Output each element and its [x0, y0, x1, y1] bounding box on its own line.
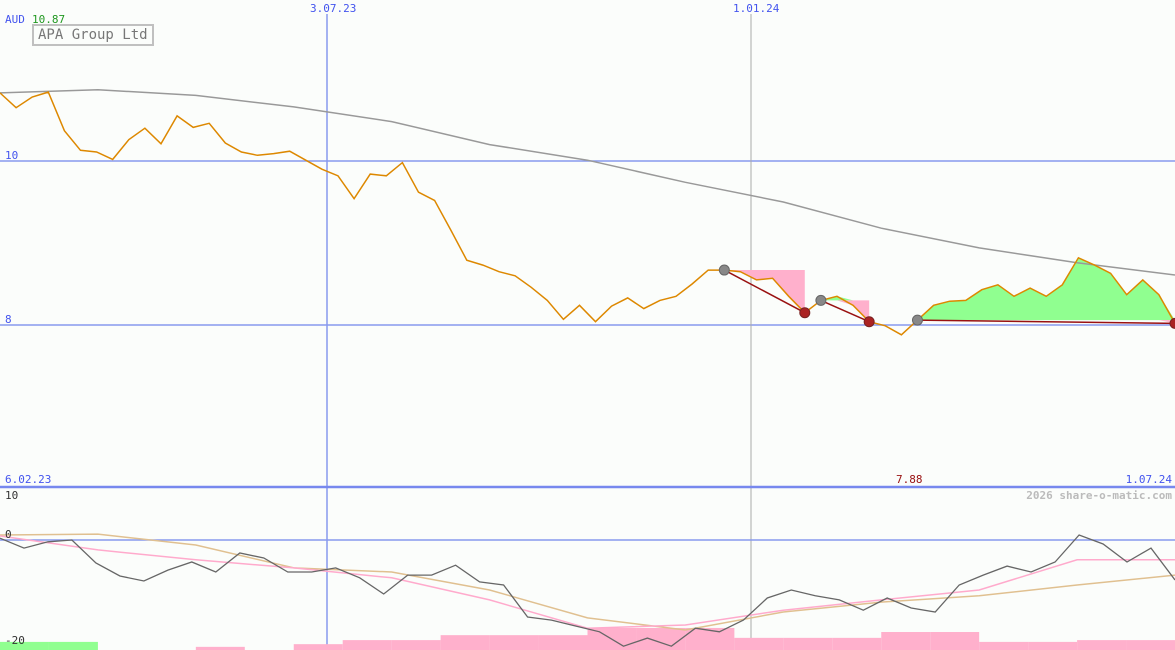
loss-area: [820, 300, 870, 322]
stock-title: APA Group Ltd: [32, 24, 154, 46]
histogram-bar: [685, 627, 735, 650]
histogram-bar: [293, 644, 343, 650]
osc-fast-line: [0, 535, 1175, 629]
gain-area: [917, 257, 1175, 321]
y-tick-label: 10: [5, 149, 19, 162]
sell-marker: [863, 316, 875, 328]
histogram-bar: [48, 641, 98, 650]
trade-line: [723, 269, 806, 314]
histogram-bar: [538, 635, 588, 650]
histogram-bar: [489, 635, 539, 650]
osc-y-tick-label: -20: [5, 634, 25, 647]
loss-area: [724, 270, 805, 313]
x-tick-label: 3.07.23: [310, 2, 357, 15]
sell-marker: [799, 307, 811, 319]
histogram-bar: [881, 632, 931, 650]
histogram-bar: [979, 641, 1029, 650]
x-tick-label: 1.07.24: [1125, 473, 1172, 486]
currency-label: AUD: [5, 13, 25, 26]
sell-marker: [1169, 317, 1175, 329]
y-tick-label: 8: [5, 313, 12, 326]
high-value-label: 10.87: [32, 13, 66, 26]
histogram-bar: [734, 637, 784, 650]
x-tick-label: 6.02.23: [5, 473, 52, 486]
histogram-bar: [1077, 640, 1127, 650]
histogram-bar: [832, 637, 882, 650]
trade-line: [917, 319, 1175, 325]
histogram-bar: [1028, 641, 1078, 650]
osc-y-tick-label: 10: [5, 489, 19, 502]
histogram-bar: [440, 635, 490, 650]
trade-line: [820, 299, 870, 323]
osc-main-line: [0, 534, 1175, 647]
histogram-bar: [1126, 640, 1175, 650]
buy-marker: [911, 314, 923, 326]
histogram-bar: [783, 637, 833, 650]
last-value-label: 7.88: [896, 473, 923, 486]
osc-slow-line: [0, 533, 1175, 631]
osc-y-tick-label: 0: [5, 528, 12, 541]
buy-marker: [815, 294, 827, 306]
histogram-bar: [0, 641, 49, 650]
price-line: [0, 91, 1175, 336]
histogram-bar: [391, 640, 441, 650]
histogram-bar: [195, 646, 245, 650]
histogram-bar: [930, 632, 980, 650]
copyright: 2026 share-o-matic.com: [1026, 489, 1172, 502]
moving-average-line: [0, 88, 1175, 276]
histogram-bar: [342, 640, 392, 650]
gain-area: [820, 296, 870, 301]
x-tick-label: 1.01.24: [733, 2, 780, 15]
buy-marker: [718, 264, 730, 276]
